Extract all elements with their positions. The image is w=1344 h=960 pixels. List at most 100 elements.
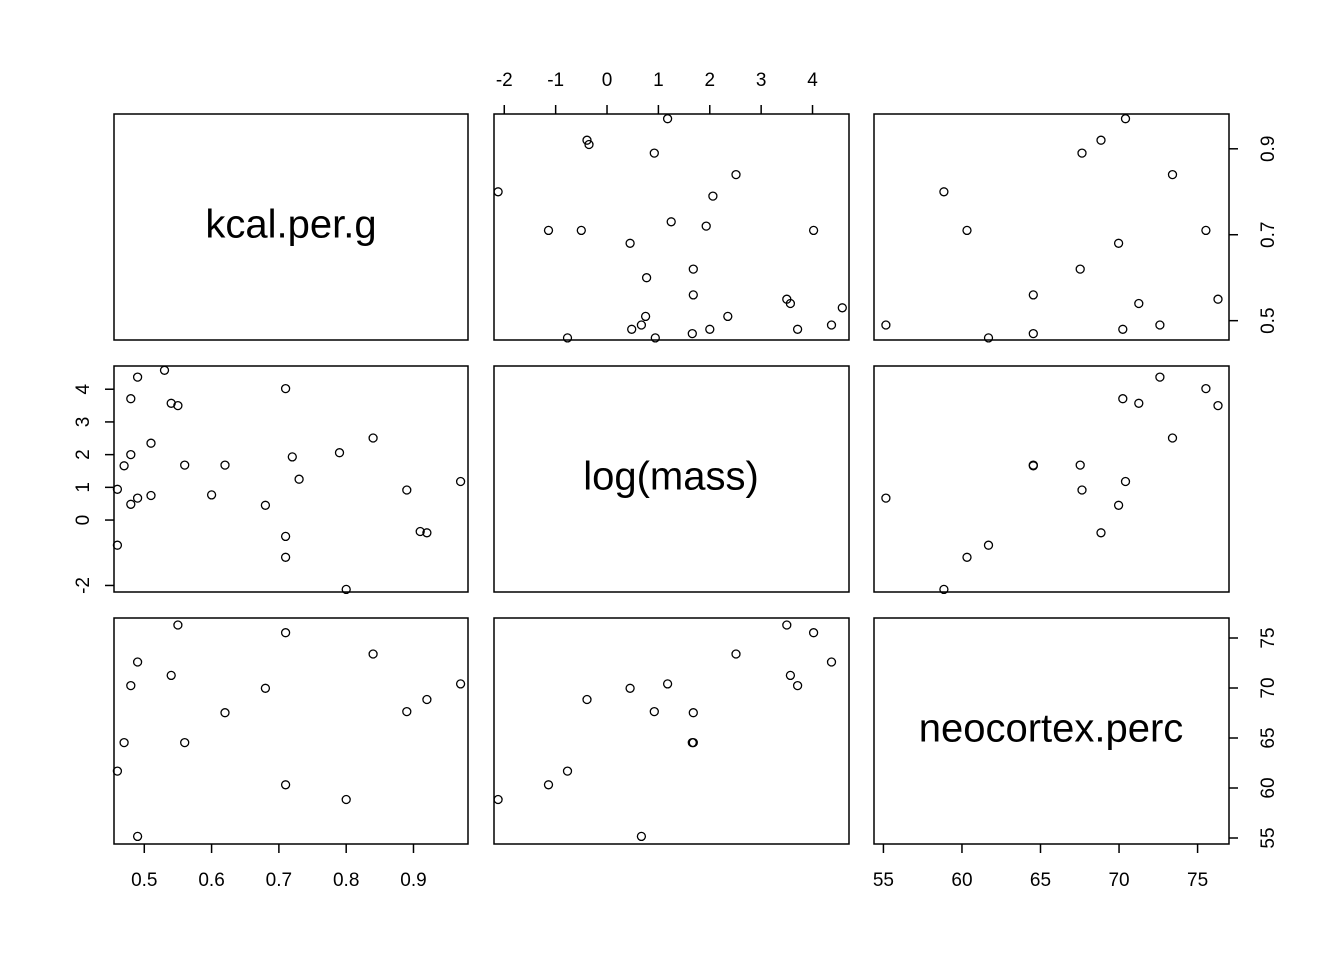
scatter-point xyxy=(1167,433,1178,443)
scatter-point xyxy=(1075,264,1085,274)
scatter-point xyxy=(132,372,143,382)
scatter-point xyxy=(112,484,123,494)
tick-label: 0.7 xyxy=(266,870,292,891)
scatter-point xyxy=(1028,328,1038,339)
scatter-point xyxy=(455,476,466,487)
scatter-point xyxy=(576,225,586,236)
scatter-point xyxy=(1028,290,1038,300)
scatter-point xyxy=(1167,169,1178,180)
scatter-point xyxy=(582,135,592,145)
scatter-point xyxy=(649,706,659,717)
diag-label-kcal: kcal.per.g xyxy=(205,203,376,247)
scatter-point xyxy=(705,324,715,334)
scatter-point xyxy=(543,225,554,236)
scatter-point xyxy=(662,114,673,124)
scatter-point xyxy=(1113,500,1124,510)
scatter-point xyxy=(260,500,271,510)
diag-label-neocortex: neocortex.perc xyxy=(919,707,1184,751)
scatter-point xyxy=(687,328,697,339)
tick-label: 1 xyxy=(653,70,664,91)
scatter-point xyxy=(1155,320,1165,330)
scatter-point xyxy=(341,584,351,595)
scatter-point xyxy=(260,683,271,693)
scatter-point xyxy=(701,221,711,231)
scatter-point xyxy=(180,460,190,470)
tick-label: 55 xyxy=(873,870,894,891)
scatter-point xyxy=(294,474,304,484)
scatter-point xyxy=(688,737,698,748)
scatter-point xyxy=(562,333,573,343)
scatter-point xyxy=(119,737,129,748)
panel-frame xyxy=(873,365,1230,593)
scatter-point xyxy=(132,831,143,842)
scatter-point xyxy=(723,311,733,322)
scatter-point xyxy=(493,187,503,197)
scatter-point xyxy=(582,694,592,705)
scatter-point xyxy=(731,649,741,659)
tick-label: 3 xyxy=(73,417,94,428)
scatter-point xyxy=(287,452,297,462)
scatter-point xyxy=(220,708,230,718)
scatter-point xyxy=(280,531,291,542)
tick-label: -2 xyxy=(73,577,94,594)
scatter-point xyxy=(180,737,190,748)
scatter-point xyxy=(1096,135,1106,145)
scatter-point xyxy=(1118,324,1128,334)
scatter-point xyxy=(939,584,949,595)
scatter-point xyxy=(837,303,847,313)
scatter-point xyxy=(126,449,136,460)
scatter-point xyxy=(493,794,503,805)
scatter-point xyxy=(455,679,466,689)
scatter-point xyxy=(1134,298,1144,309)
scatter-point xyxy=(415,526,425,537)
scatter-point xyxy=(649,148,659,158)
scatter-point xyxy=(785,670,796,681)
scatter-point xyxy=(159,365,170,375)
tick-label: 70 xyxy=(1108,870,1129,891)
scatter-point xyxy=(983,333,994,343)
scatter-point xyxy=(1134,398,1144,408)
scatter-point xyxy=(1213,400,1223,411)
scatter-point xyxy=(146,438,156,448)
scatter-point xyxy=(1118,394,1128,404)
tick-label: 3 xyxy=(756,70,767,91)
tick-label: 60 xyxy=(951,870,972,891)
scatter-point xyxy=(402,485,412,495)
scatter-point xyxy=(782,620,792,630)
tick-label: 65 xyxy=(1258,727,1279,748)
scatter-point xyxy=(731,169,741,180)
scatter-point xyxy=(280,628,291,638)
scatter-point xyxy=(688,264,698,274)
scatter-point xyxy=(1201,383,1211,394)
panel-frame xyxy=(493,617,850,845)
scatter-point xyxy=(280,552,291,562)
tick-label: 0.9 xyxy=(1258,136,1279,162)
scatter-point xyxy=(1120,476,1131,487)
scatter-point xyxy=(584,139,594,150)
scatter-point xyxy=(126,394,136,404)
scatter-point xyxy=(1113,238,1124,248)
tick-label: 0 xyxy=(602,70,613,91)
scatter-point xyxy=(368,649,378,659)
tick-label: 4 xyxy=(73,384,94,395)
scatter-point xyxy=(1096,528,1106,538)
tick-label: 0.7 xyxy=(1258,222,1279,248)
scatter-point xyxy=(112,766,123,776)
tick-label: 0.5 xyxy=(1258,307,1279,333)
scatter-point xyxy=(662,679,673,689)
scatter-point xyxy=(368,433,378,443)
panel-frame xyxy=(493,365,850,593)
tick-label: 75 xyxy=(1187,870,1208,891)
scatter-point xyxy=(146,490,156,501)
scatter-point xyxy=(1201,225,1211,236)
tick-label: 0.5 xyxy=(131,870,157,891)
scatter-point xyxy=(666,217,676,227)
scatter-point xyxy=(782,294,792,304)
scatter-point xyxy=(562,766,573,776)
scatter-point xyxy=(173,400,183,411)
tick-label: 2 xyxy=(704,70,715,91)
panel-frame xyxy=(873,113,1230,341)
scatter-point xyxy=(422,528,432,538)
